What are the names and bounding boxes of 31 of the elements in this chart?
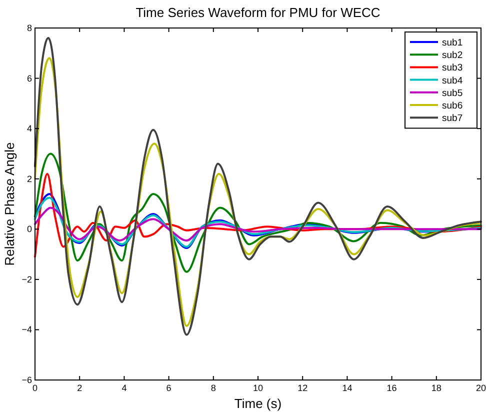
x-tick-label: 2	[77, 383, 82, 393]
chart-title: Time Series Waveform for PMU for WECC	[136, 5, 380, 20]
x-tick-label: 12	[298, 383, 308, 393]
legend-label: sub2	[442, 50, 463, 62]
y-tick-label: −2	[22, 274, 32, 284]
legend-label: sub4	[442, 75, 463, 86]
x-tick-label: 4	[122, 383, 127, 393]
legend-label: sub6	[442, 100, 463, 112]
x-tick-label: 20	[476, 383, 486, 393]
legend-label: sub1	[442, 38, 463, 48]
y-tick-label: 4	[26, 124, 32, 134]
line-series	[34, 206, 482, 242]
x-tick-label: 10	[252, 383, 264, 393]
x-tick-label: 14	[342, 383, 352, 393]
x-axis-title: Time (s)	[234, 396, 282, 411]
y-tick-label: −6	[22, 375, 32, 385]
legend-label: sub7	[442, 113, 463, 124]
line-series	[34, 152, 482, 273]
x-tick-label: 16	[386, 383, 397, 393]
y-tick-label: 0	[26, 224, 32, 234]
line-series	[34, 172, 482, 258]
x-tick-label: 8	[210, 383, 216, 393]
y-axis-title: Relative Phase Angle	[2, 142, 17, 266]
y-tick-label: −4	[22, 324, 32, 335]
y-tick-label: 8	[26, 23, 32, 33]
y-tick-label: 6	[26, 73, 32, 84]
legend-label: sub5	[442, 88, 463, 99]
x-tick-label: 18	[431, 383, 442, 393]
x-tick-label: 6	[166, 383, 172, 393]
legend-label: sub3	[442, 62, 463, 74]
y-tick-label: 2	[26, 174, 32, 184]
